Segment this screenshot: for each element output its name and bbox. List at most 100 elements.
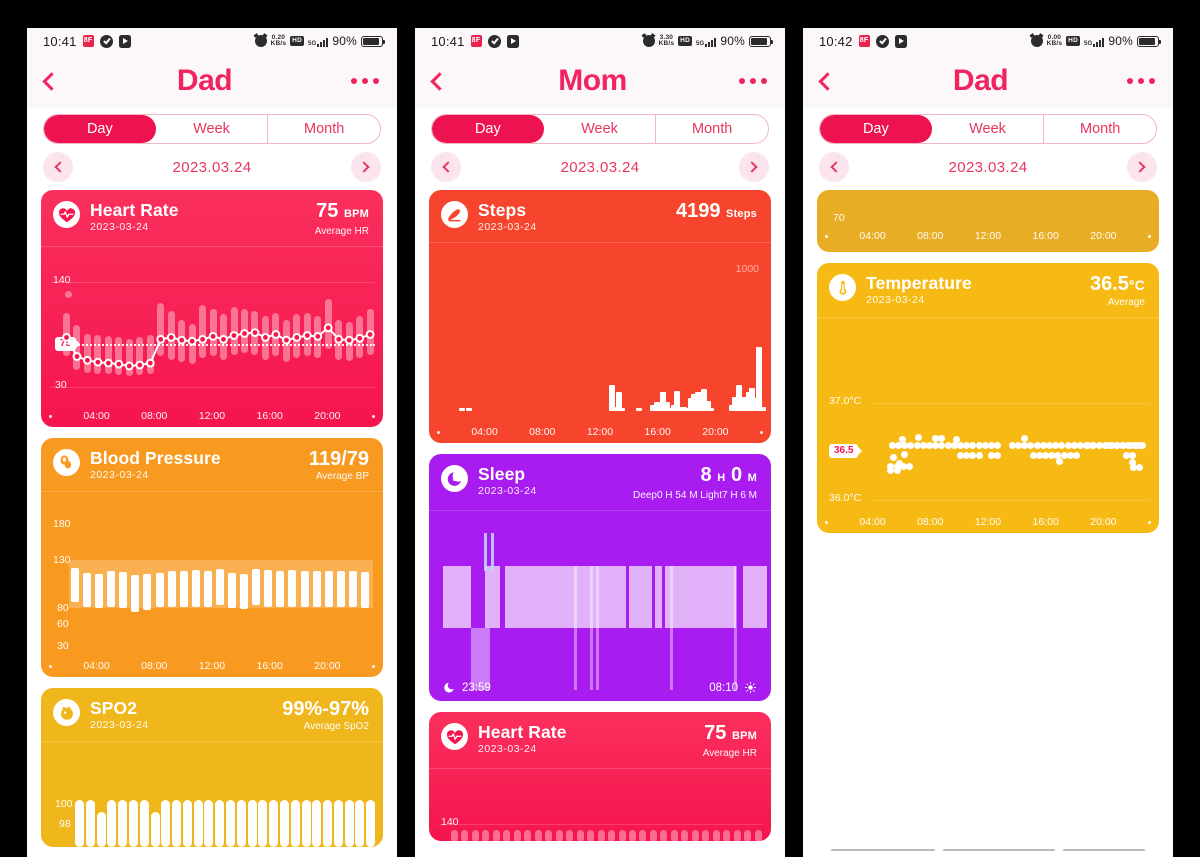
temperature-point — [899, 462, 907, 470]
back-chevron-icon[interactable] — [430, 71, 449, 91]
temperature-point — [969, 442, 977, 450]
spo2-bar — [279, 800, 289, 847]
back-chevron-icon[interactable] — [818, 71, 837, 91]
network-speed: 0.00 KB/s — [1047, 34, 1063, 47]
temperature-point — [893, 467, 901, 475]
prev-date-icon[interactable] — [819, 152, 849, 182]
current-date-label: 2023.03.24 — [172, 158, 252, 176]
tab-month[interactable]: Month — [304, 121, 345, 137]
bp-range-bar — [324, 571, 333, 608]
more-options-icon[interactable] — [739, 78, 767, 84]
card-unit: °C — [1128, 277, 1145, 293]
more-options-icon[interactable] — [351, 78, 379, 84]
temperature-point — [887, 467, 895, 475]
do-not-disturb-icon — [875, 34, 889, 48]
x-tick: 12:00 — [974, 516, 1002, 528]
temperature-point — [913, 442, 921, 450]
card-temperature[interactable]: Temperature 2023-03-24 36.5°C Average 37… — [817, 263, 1159, 533]
net-speed-unit: KB/s — [270, 40, 287, 47]
period-segment-control[interactable]: Day Week Month — [819, 114, 1157, 144]
temperature-point — [1014, 442, 1022, 450]
tab-day[interactable]: Day — [44, 115, 156, 143]
tab-day[interactable]: Day — [432, 115, 544, 143]
card-blood-pressure[interactable]: Blood Pressure 2023-03-24 119/79 Average… — [41, 438, 383, 677]
tab-month[interactable]: Month — [692, 121, 733, 137]
y-tick-30: 30 — [57, 640, 69, 652]
period-segment-control[interactable]: Day Week Month — [43, 114, 381, 144]
x-tick: 04:00 — [83, 660, 110, 672]
system-navigation-bar[interactable] — [803, 849, 1173, 851]
y-tick-36: 36.0°C — [829, 492, 862, 504]
next-date-icon[interactable] — [350, 152, 381, 182]
spo2-bar — [301, 800, 311, 847]
more-options-icon[interactable] — [1127, 78, 1155, 84]
card-heart-rate[interactable]: Heart Rate 2023-03-24 75 BPM Average HR … — [41, 190, 383, 427]
x-tick: 08:00 — [529, 426, 556, 438]
spo2-bar — [323, 800, 333, 847]
card-steps[interactable]: Steps 2023-03-24 4199 Steps 1000 04:00 0… — [429, 190, 771, 443]
tab-week[interactable]: Week — [932, 115, 1045, 143]
card-date: 2023-03-24 — [90, 469, 149, 481]
temperature-point — [1064, 442, 1072, 450]
x-axis: 04:00 08:00 12:00 16:00 20:00 — [41, 660, 383, 672]
sleep-minutes: 0 — [730, 464, 743, 486]
date-navigator: 2023.03.24 — [803, 144, 1173, 190]
step-bar — [694, 392, 701, 411]
hd-icon: HD — [290, 36, 304, 46]
hr-range-bar — [681, 830, 689, 841]
card-title: Heart Rate — [90, 200, 179, 220]
page-title: Dad — [952, 64, 1009, 97]
temperature-point — [888, 442, 896, 450]
back-chevron-icon[interactable] — [42, 71, 61, 91]
step-bar — [704, 400, 711, 411]
next-date-icon[interactable] — [1126, 152, 1157, 182]
temperature-point — [1137, 442, 1145, 450]
battery-icon — [361, 35, 385, 47]
spo2-bar — [344, 800, 354, 847]
card-date: 2023-03-24 — [90, 221, 149, 233]
spo2-bar — [128, 800, 138, 847]
card-spo2-clipped[interactable]: 70 04:00 08:00 12:00 16:00 20:00 — [817, 190, 1159, 252]
card-spo2[interactable]: SPO2 2023-03-24 99%-97% Average SpO2 100… — [41, 688, 383, 847]
temperature-point — [952, 436, 960, 444]
temperature-point — [1045, 442, 1053, 450]
sleep-minutes-unit: M — [747, 472, 757, 484]
step-bar — [732, 396, 739, 411]
x-tick: 12:00 — [198, 410, 226, 422]
prev-date-icon[interactable] — [43, 152, 73, 182]
step-bar — [687, 397, 694, 411]
tab-month[interactable]: Month — [1080, 121, 1121, 137]
y-tick-130: 130 — [53, 554, 71, 566]
card-value: 99%-97% — [282, 698, 369, 720]
status-time: 10:41 — [431, 33, 465, 49]
bp-range-bar — [348, 571, 357, 607]
heart-rate-chart: 140 30 75 04:00 08:00 12:00 16:00 20:00 — [41, 247, 383, 427]
period-segment-control[interactable]: Day Week Month — [431, 114, 769, 144]
card-sleep[interactable]: Sleep 2023-03-24 8 H 0 M Deep0 H 54 M Li… — [429, 454, 771, 701]
card-heart-rate[interactable]: Heart Rate 2023-03-24 75 BPM Average HR … — [429, 712, 771, 841]
tab-day[interactable]: Day — [820, 115, 932, 143]
y-axis-max: 140 — [441, 816, 459, 828]
phone-panel-dad-2: 10:42 8F 0.00 KB/s HD 5G 90% — [803, 28, 1173, 857]
card-title: Temperature — [866, 273, 972, 293]
step-bar — [667, 408, 674, 411]
prev-date-icon[interactable] — [431, 152, 461, 182]
step-bar — [680, 407, 687, 411]
tab-week[interactable]: Week — [544, 115, 657, 143]
hr-range-bar — [503, 830, 511, 841]
net-speed-value: 0.00 — [1047, 34, 1062, 41]
temperature-point — [901, 442, 909, 450]
hr-range-bar — [670, 830, 678, 841]
temperature-point — [1123, 451, 1131, 459]
tab-week[interactable]: Week — [156, 115, 269, 143]
bp-range-bar — [312, 571, 321, 608]
step-bar — [663, 401, 670, 411]
card-unit: BPM — [343, 208, 369, 220]
bp-range-bar — [71, 567, 79, 602]
sleep-stage-light — [742, 566, 767, 628]
step-bar — [619, 408, 626, 411]
next-date-icon[interactable] — [738, 152, 769, 182]
hr-outlier-dot — [65, 290, 72, 298]
net-speed-unit: KB/s — [658, 40, 675, 47]
bp-range-bar — [191, 570, 200, 607]
